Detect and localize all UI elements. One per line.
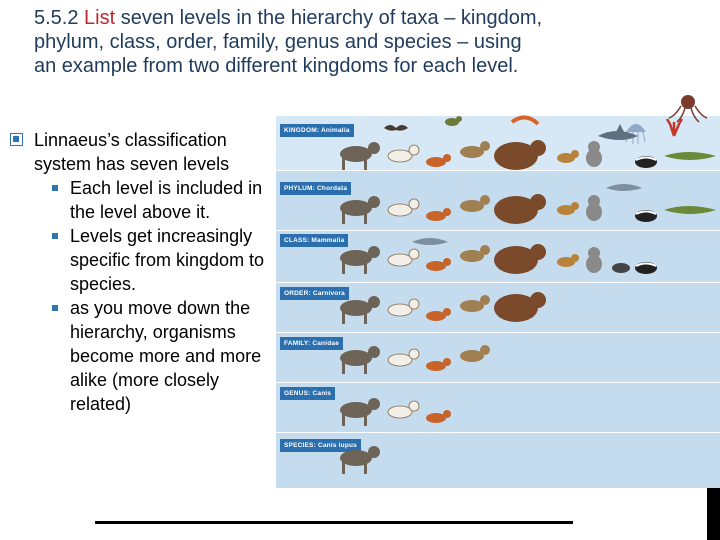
level-label-kingdom: KINGDOM: Animalia <box>280 124 354 137</box>
sub-bullet: Each level is included in the level abov… <box>10 176 272 224</box>
bird-illustration <box>445 116 462 126</box>
sub-bullet: Levels get increasingly specific from ki… <box>10 224 272 296</box>
sub-bullet-text: as you move down the hierarchy, organism… <box>70 298 262 414</box>
bullet-main-text: Linnaeus’s classification system has sev… <box>34 130 230 174</box>
bullet-list: Linnaeus’s classification system has sev… <box>10 128 272 416</box>
skunk-illustration <box>635 156 657 274</box>
level-label-genus: GENUS: Canis <box>280 387 336 400</box>
crocodile-illustration <box>664 152 716 214</box>
animal-illustrations <box>340 95 716 474</box>
fox-illustration <box>426 154 451 423</box>
bottom-rule <box>95 521 573 524</box>
octopus-illustration <box>668 95 708 123</box>
bat-illustration <box>384 125 408 131</box>
square-bullet-icon <box>52 233 58 239</box>
shrimp-illustration <box>510 115 540 126</box>
title-line2: phylum, class, order, family, genus and … <box>34 31 522 53</box>
cat-illustration <box>557 150 579 267</box>
mole-illustration <box>612 263 630 273</box>
title-line3: an example from two different kingdoms f… <box>34 55 519 77</box>
title-highlight: List <box>84 7 116 29</box>
taxonomy-figure: KINGDOM: Animalia PHYLUM: Chordata CLASS… <box>276 92 720 488</box>
dolphin-illustration <box>412 184 642 245</box>
shark-illustration <box>598 124 638 140</box>
sub-bullet: as you move down the hierarchy, organism… <box>10 296 272 416</box>
level-label-species: SPECIES: Canis lupus <box>280 439 361 452</box>
sub-bullet-text: Each level is included in the level abov… <box>70 178 263 222</box>
dog-illustration <box>387 144 420 419</box>
sub-bullet-text: Levels get increasingly specific from ki… <box>70 226 265 294</box>
coral-illustration <box>665 118 684 137</box>
checkbox-bullet-icon <box>10 133 23 146</box>
level-label-family: FAMILY: Canidae <box>280 337 344 350</box>
wolf-illustration <box>340 142 380 474</box>
koala-illustration <box>586 141 602 273</box>
level-label-order: ORDER: Carnivora <box>280 287 349 300</box>
level-label-class: CLASS: Mammalia <box>280 234 349 247</box>
bullet-main: Linnaeus’s classification system has sev… <box>10 128 272 176</box>
title-number: 5.5.2 <box>34 7 85 29</box>
level-label-phylum: PHYLUM: Chordata <box>280 182 352 195</box>
coyote-illustration <box>460 141 490 362</box>
square-bullet-icon <box>52 185 58 191</box>
corner-bar <box>707 488 720 540</box>
bear-illustration <box>494 140 546 322</box>
slide-title: 5.5.2 List seven levels in the hierarchy… <box>34 6 714 78</box>
title-line1-rest: seven levels in the hierarchy of taxa – … <box>115 7 543 29</box>
square-bullet-icon <box>52 305 58 311</box>
